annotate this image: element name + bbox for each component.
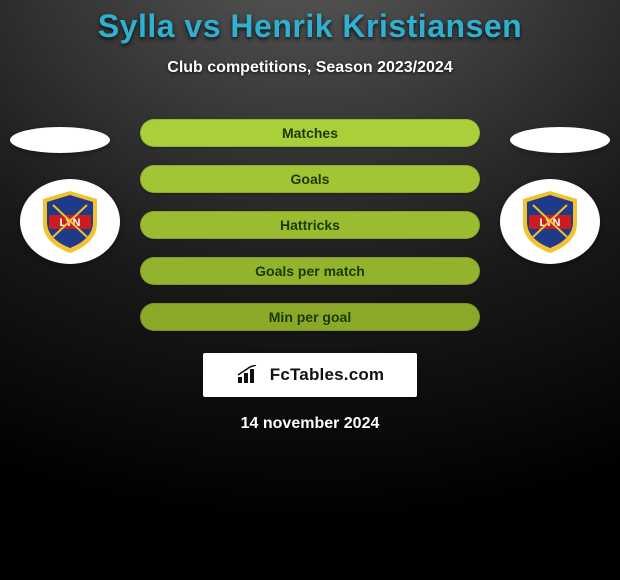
player-right-avatar: [510, 127, 610, 153]
stat-bar: Goals per match: [140, 257, 480, 285]
stat-bar: Hattricks: [140, 211, 480, 239]
shield-icon: LYN: [515, 187, 585, 257]
stat-bar: Min per goal: [140, 303, 480, 331]
page-title: Sylla vs Henrik Kristiansen: [0, 0, 620, 45]
comparison-area: LYN LYN Matches Goals Hattricks Goals per m…: [0, 119, 620, 331]
club-left-crest: LYN: [20, 179, 120, 264]
stat-bar: Goals: [140, 165, 480, 193]
stat-bar: Matches: [140, 119, 480, 147]
subtitle: Club competitions, Season 2023/2024: [0, 59, 620, 77]
shield-icon: LYN: [35, 187, 105, 257]
player-left-avatar: [10, 127, 110, 153]
date-label: 14 november 2024: [0, 415, 620, 433]
infographic: Sylla vs Henrik Kristiansen Club competi…: [0, 0, 620, 580]
bars-icon: [236, 365, 264, 385]
brand-badge: FcTables.com: [203, 353, 417, 397]
club-right-crest: LYN: [500, 179, 600, 264]
brand-text: FcTables.com: [270, 365, 385, 385]
stat-bars: Matches Goals Hattricks Goals per match Min …: [140, 119, 480, 331]
